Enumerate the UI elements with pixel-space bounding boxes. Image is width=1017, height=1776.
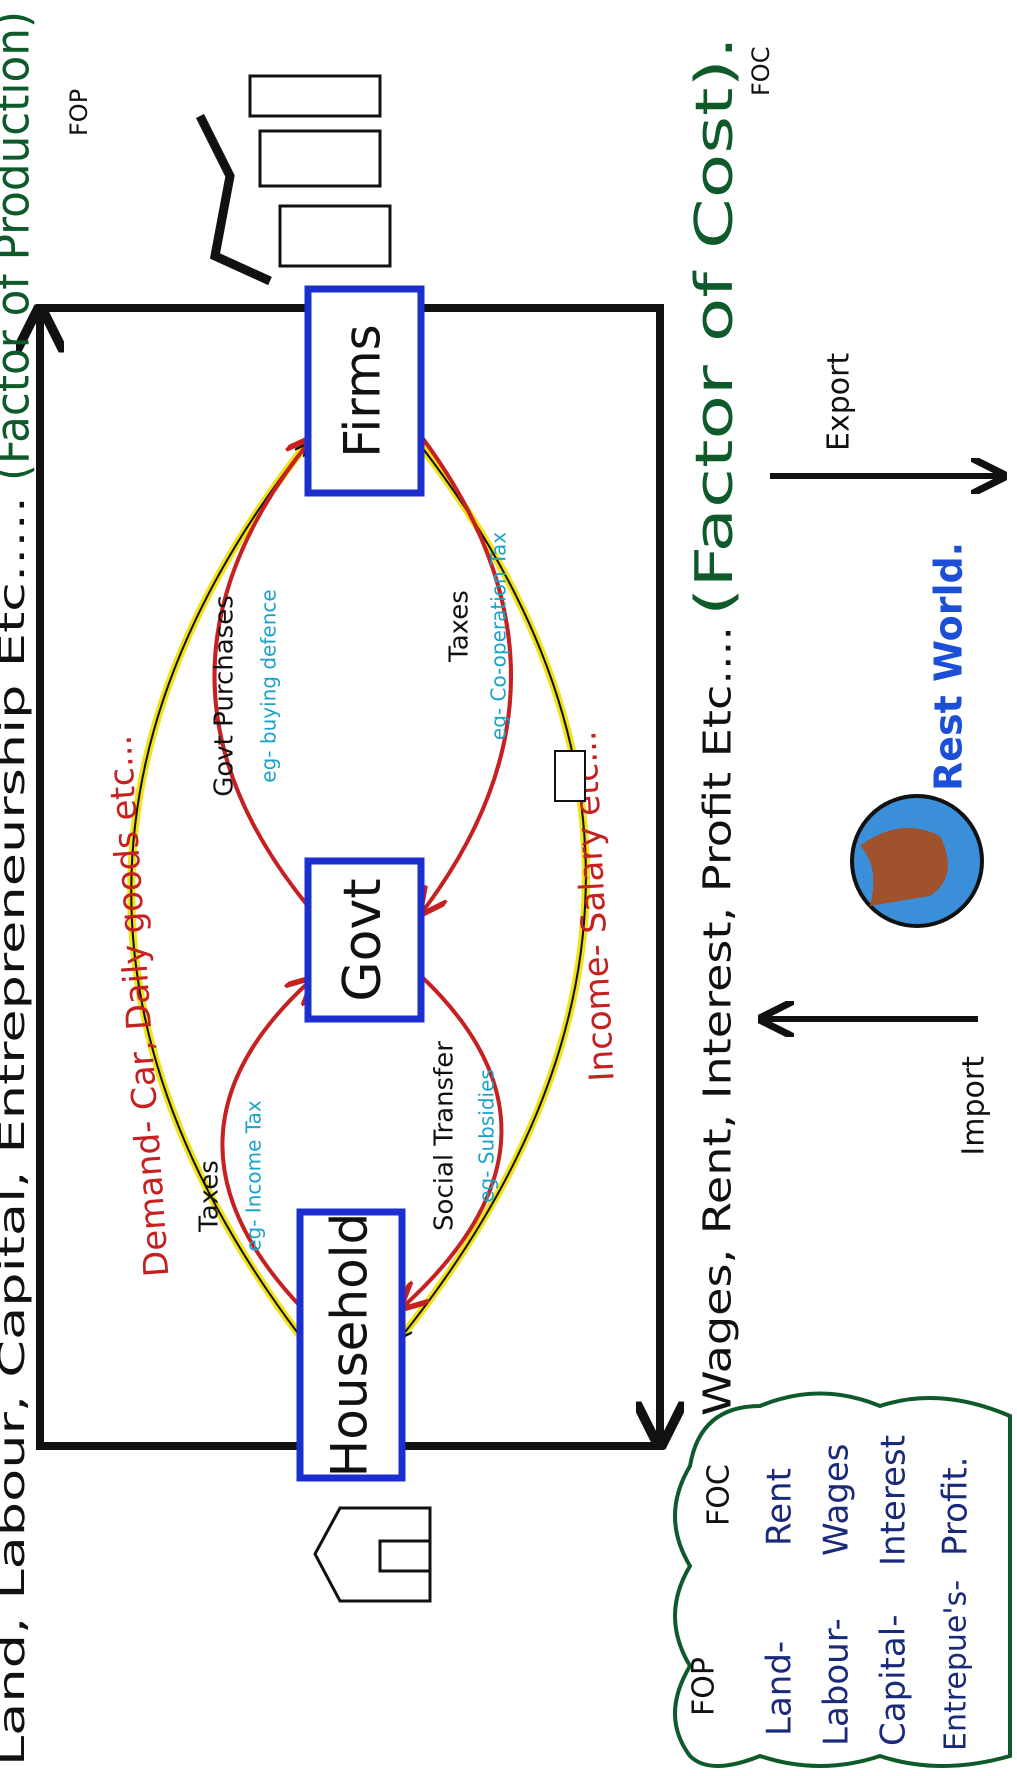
- purchase-arc: [212, 441, 310, 908]
- firms-box: [304, 285, 425, 497]
- legend-cell: Interest: [874, 1435, 914, 1566]
- top-caption: Land, Labour, Capital, Entrepreneurship …: [0, 496, 33, 1766]
- legend-header: FOP: [687, 1657, 722, 1716]
- firm-tax-arc: [421, 434, 513, 911]
- legend-cell: Profit.: [936, 1457, 976, 1557]
- legend-cell: Entrepue's-: [939, 1580, 974, 1751]
- legend-cell: Rent: [760, 1468, 800, 1546]
- demand-arc: [130, 446, 305, 1337]
- flow-label: Govt Purchases: [210, 595, 240, 797]
- flow-example: eg- Subsidies: [475, 1069, 499, 1203]
- import-label: Import: [957, 1056, 992, 1156]
- flow-example: eg- Income Tax: [242, 1100, 266, 1252]
- transfer-arc: [404, 974, 504, 1306]
- flow-example: eg- Co-operation Tax: [487, 532, 511, 740]
- world-label: Rest World.: [927, 542, 971, 791]
- tax-arc: [220, 981, 310, 1308]
- house-icon: [313, 1506, 432, 1603]
- landscape-view: Household Govt Firms Demand- Car, Daily …: [0, 11, 1012, 1768]
- flow-example: eg- buying defence: [257, 589, 281, 782]
- flow-label: Taxes: [445, 590, 475, 663]
- buildings-icon: [195, 74, 392, 286]
- legend-cloud: [673, 1391, 1012, 1768]
- govt-label: Govt: [333, 878, 393, 1001]
- legend-header: FOC: [702, 1464, 737, 1526]
- firms-label: Firms: [334, 324, 392, 457]
- flow-label: Social Transfer: [430, 1041, 460, 1231]
- top-caption-note: (Factor of Production): [0, 11, 40, 481]
- legend-cell: Land-: [760, 1641, 800, 1736]
- income-arc: [402, 445, 587, 1336]
- bottom-caption-note: (Factor of Cost).: [685, 36, 745, 616]
- legend-cell: Labour-: [817, 1618, 857, 1746]
- legend-cell: Wages: [817, 1444, 857, 1557]
- money-icon: [554, 750, 586, 802]
- govt-box: [304, 857, 425, 1023]
- household-label: Household: [321, 1213, 379, 1478]
- legend-cell: Capital-: [874, 1615, 914, 1746]
- globe-land: [860, 827, 948, 906]
- foc-abbr: FOC: [747, 47, 775, 96]
- export-label: Export: [822, 353, 857, 451]
- bottom-caption: Wages, Rent, Interest, Profit Etc....: [696, 626, 740, 1416]
- flow-label: Taxes: [195, 1160, 225, 1233]
- household-box: [296, 1208, 406, 1482]
- fop-abbr: FOP: [65, 89, 93, 136]
